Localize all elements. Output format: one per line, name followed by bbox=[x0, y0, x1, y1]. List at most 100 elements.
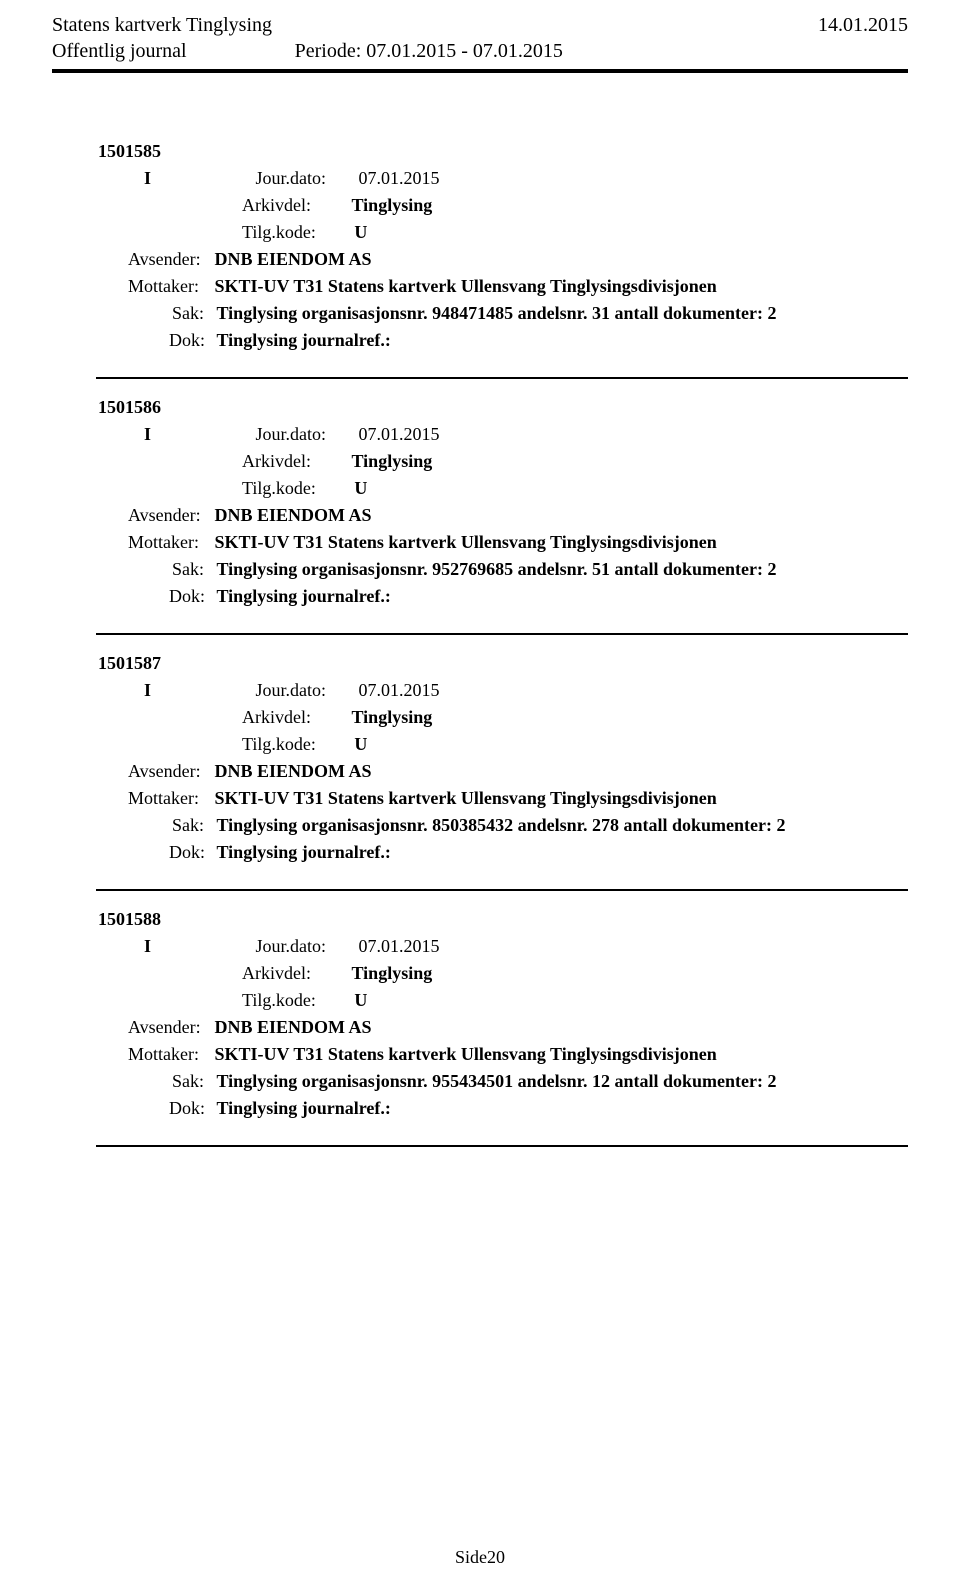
header-period: Periode: 07.01.2015 - 07.01.2015 bbox=[295, 40, 563, 63]
sak-label: Sak: bbox=[172, 303, 212, 324]
avsender-value: DNB EIENDOM AS bbox=[215, 505, 372, 525]
entries-container: 1501585 I Jour.dato: 07.01.2015 Arkivdel… bbox=[52, 141, 908, 1147]
header-period-label: Periode: bbox=[295, 40, 362, 62]
dok-label: Dok: bbox=[169, 842, 212, 863]
mottaker-label: Mottaker: bbox=[128, 788, 210, 809]
entry-dok-line: Dok: Tinglysing journalref.: bbox=[169, 842, 908, 863]
jour-dato-value: 07.01.2015 bbox=[359, 936, 440, 956]
tilgkode-label: Tilg.kode: bbox=[242, 222, 316, 242]
entry-divider bbox=[96, 377, 908, 379]
entry-id: 1501585 bbox=[98, 141, 908, 162]
sak-label: Sak: bbox=[172, 559, 212, 580]
entry-id: 1501586 bbox=[98, 397, 908, 418]
entry-arkivdel-line: Arkivdel: Tinglysing bbox=[242, 963, 908, 984]
journal-entry: 1501587 I Jour.dato: 07.01.2015 Arkivdel… bbox=[52, 653, 908, 891]
avsender-value: DNB EIENDOM AS bbox=[215, 761, 372, 781]
entry-divider bbox=[96, 633, 908, 635]
journal-entry: 1501585 I Jour.dato: 07.01.2015 Arkivdel… bbox=[52, 141, 908, 379]
entry-jour-line: I Jour.dato: 07.01.2015 bbox=[144, 680, 908, 701]
header-divider bbox=[52, 69, 908, 73]
entry-avsender-line: Avsender: DNB EIENDOM AS bbox=[128, 249, 908, 270]
sak-value: Tinglysing organisasjonsnr. 948471485 an… bbox=[217, 303, 777, 323]
entry-tilgkode-line: Tilg.kode: U bbox=[242, 222, 908, 243]
jour-dato-value: 07.01.2015 bbox=[359, 680, 440, 700]
entry-direction: I bbox=[144, 680, 151, 700]
entry-sak-line: Sak: Tinglysing organisasjonsnr. 8503854… bbox=[172, 815, 908, 836]
mottaker-label: Mottaker: bbox=[128, 276, 210, 297]
entry-tilgkode-line: Tilg.kode: U bbox=[242, 478, 908, 499]
entry-divider bbox=[96, 889, 908, 891]
entry-mottaker-line: Mottaker: SKTI-UV T31 Statens kartverk U… bbox=[128, 532, 908, 553]
page-number: Side20 bbox=[0, 1547, 960, 1568]
avsender-label: Avsender: bbox=[128, 505, 210, 526]
arkivdel-label: Arkivdel: bbox=[242, 707, 311, 727]
dok-value: Tinglysing journalref.: bbox=[217, 586, 391, 606]
jour-dato-label: Jour.dato: bbox=[256, 936, 327, 956]
entry-tilgkode-line: Tilg.kode: U bbox=[242, 990, 908, 1011]
tilgkode-value: U bbox=[354, 734, 367, 754]
arkivdel-value: Tinglysing bbox=[352, 963, 433, 983]
entry-tilgkode-line: Tilg.kode: U bbox=[242, 734, 908, 755]
tilgkode-label: Tilg.kode: bbox=[242, 478, 316, 498]
entry-mottaker-line: Mottaker: SKTI-UV T31 Statens kartverk U… bbox=[128, 788, 908, 809]
avsender-value: DNB EIENDOM AS bbox=[215, 249, 372, 269]
entry-jour-line: I Jour.dato: 07.01.2015 bbox=[144, 168, 908, 189]
tilgkode-value: U bbox=[354, 990, 367, 1010]
jour-dato-value: 07.01.2015 bbox=[359, 424, 440, 444]
sak-value: Tinglysing organisasjonsnr. 952769685 an… bbox=[217, 559, 777, 579]
entry-arkivdel-line: Arkivdel: Tinglysing bbox=[242, 451, 908, 472]
entry-id: 1501587 bbox=[98, 653, 908, 674]
header-journal-type: Offentlig journal bbox=[52, 40, 187, 63]
entry-mottaker-line: Mottaker: SKTI-UV T31 Statens kartverk U… bbox=[128, 276, 908, 297]
entry-avsender-line: Avsender: DNB EIENDOM AS bbox=[128, 1017, 908, 1038]
arkivdel-label: Arkivdel: bbox=[242, 195, 311, 215]
header-bottom-row: Offentlig journal Periode: 07.01.2015 - … bbox=[52, 40, 908, 63]
arkivdel-value: Tinglysing bbox=[352, 195, 433, 215]
dok-value: Tinglysing journalref.: bbox=[217, 330, 391, 350]
entry-dok-line: Dok: Tinglysing journalref.: bbox=[169, 330, 908, 351]
mottaker-label: Mottaker: bbox=[128, 532, 210, 553]
entry-dok-line: Dok: Tinglysing journalref.: bbox=[169, 1098, 908, 1119]
mottaker-value: SKTI-UV T31 Statens kartverk Ullensvang … bbox=[215, 532, 717, 552]
entry-arkivdel-line: Arkivdel: Tinglysing bbox=[242, 707, 908, 728]
entry-sak-line: Sak: Tinglysing organisasjonsnr. 9527696… bbox=[172, 559, 908, 580]
jour-dato-label: Jour.dato: bbox=[256, 168, 327, 188]
avsender-label: Avsender: bbox=[128, 1017, 210, 1038]
jour-dato-label: Jour.dato: bbox=[256, 680, 327, 700]
mottaker-value: SKTI-UV T31 Statens kartverk Ullensvang … bbox=[215, 1044, 717, 1064]
tilgkode-label: Tilg.kode: bbox=[242, 990, 316, 1010]
jour-dato-value: 07.01.2015 bbox=[359, 168, 440, 188]
journal-entry: 1501586 I Jour.dato: 07.01.2015 Arkivdel… bbox=[52, 397, 908, 635]
tilgkode-value: U bbox=[354, 222, 367, 242]
journal-entry: 1501588 I Jour.dato: 07.01.2015 Arkivdel… bbox=[52, 909, 908, 1147]
mottaker-value: SKTI-UV T31 Statens kartverk Ullensvang … bbox=[215, 788, 717, 808]
dok-label: Dok: bbox=[169, 586, 212, 607]
dok-value: Tinglysing journalref.: bbox=[217, 842, 391, 862]
arkivdel-label: Arkivdel: bbox=[242, 963, 311, 983]
page-container: Statens kartverk Tinglysing 14.01.2015 O… bbox=[0, 0, 960, 1147]
mottaker-label: Mottaker: bbox=[128, 1044, 210, 1065]
entry-jour-line: I Jour.dato: 07.01.2015 bbox=[144, 424, 908, 445]
header-org: Statens kartverk Tinglysing bbox=[52, 14, 272, 37]
entry-sak-line: Sak: Tinglysing organisasjonsnr. 9554345… bbox=[172, 1071, 908, 1092]
header-top-row: Statens kartverk Tinglysing 14.01.2015 bbox=[52, 14, 908, 37]
header-period-value: 07.01.2015 - 07.01.2015 bbox=[366, 40, 563, 62]
arkivdel-label: Arkivdel: bbox=[242, 451, 311, 471]
sak-label: Sak: bbox=[172, 1071, 212, 1092]
jour-dato-label: Jour.dato: bbox=[256, 424, 327, 444]
tilgkode-value: U bbox=[354, 478, 367, 498]
arkivdel-value: Tinglysing bbox=[352, 451, 433, 471]
entry-dok-line: Dok: Tinglysing journalref.: bbox=[169, 586, 908, 607]
avsender-value: DNB EIENDOM AS bbox=[215, 1017, 372, 1037]
mottaker-value: SKTI-UV T31 Statens kartverk Ullensvang … bbox=[215, 276, 717, 296]
entry-id: 1501588 bbox=[98, 909, 908, 930]
entry-divider bbox=[96, 1145, 908, 1147]
arkivdel-value: Tinglysing bbox=[352, 707, 433, 727]
entry-direction: I bbox=[144, 936, 151, 956]
entry-mottaker-line: Mottaker: SKTI-UV T31 Statens kartverk U… bbox=[128, 1044, 908, 1065]
entry-sak-line: Sak: Tinglysing organisasjonsnr. 9484714… bbox=[172, 303, 908, 324]
sak-value: Tinglysing organisasjonsnr. 955434501 an… bbox=[217, 1071, 777, 1091]
entry-avsender-line: Avsender: DNB EIENDOM AS bbox=[128, 505, 908, 526]
dok-value: Tinglysing journalref.: bbox=[217, 1098, 391, 1118]
dok-label: Dok: bbox=[169, 1098, 212, 1119]
